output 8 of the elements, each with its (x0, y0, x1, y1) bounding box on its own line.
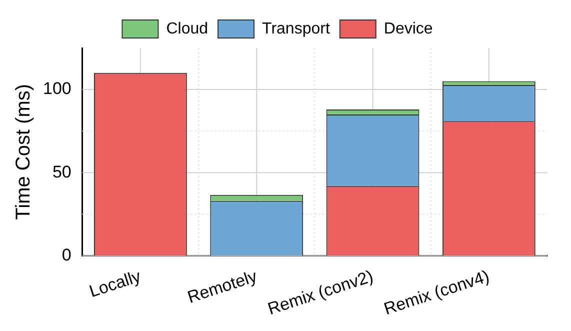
x-tick-label: Locally (86, 266, 144, 302)
legend-label: Transport (262, 20, 330, 38)
legend-label: Cloud (166, 20, 208, 38)
y-tick-label: 0 (62, 245, 72, 264)
y-axis-title: Time Cost (ms) (12, 84, 35, 220)
legend-label: Device (384, 20, 433, 38)
y-tick-label: 50 (52, 162, 72, 182)
y-tick-label: 100 (42, 79, 72, 98)
